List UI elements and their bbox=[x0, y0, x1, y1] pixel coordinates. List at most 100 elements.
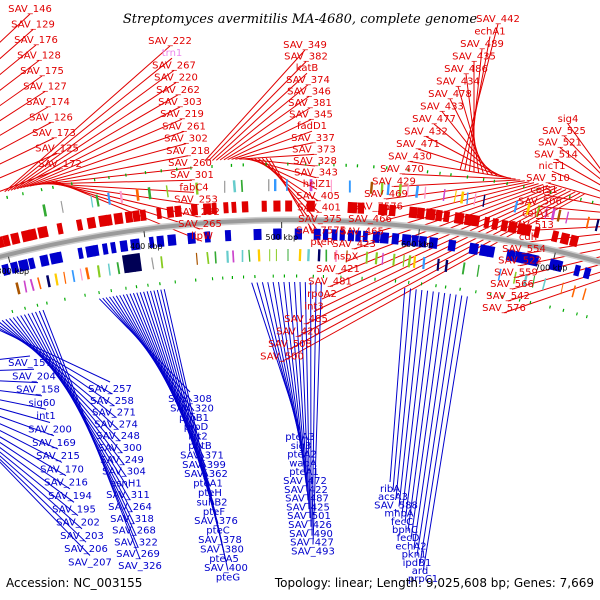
gene-label[interactable]: prpD bbox=[184, 422, 209, 433]
gene-label[interactable]: SAV_373 bbox=[292, 144, 336, 155]
gene-label[interactable]: sig60 bbox=[28, 398, 55, 409]
gene-label[interactable]: asnH1 bbox=[110, 478, 142, 489]
gene-label[interactable]: SAV_489 bbox=[460, 39, 504, 50]
gene-label[interactable]: SAV_433 bbox=[420, 102, 464, 113]
gene-label[interactable]: SAV_301 bbox=[170, 170, 214, 181]
gene-label[interactable]: SAV_172 bbox=[38, 159, 82, 170]
gene-label[interactable]: SAV_427 bbox=[290, 538, 334, 549]
gene-label[interactable]: SAV_500 bbox=[260, 352, 304, 363]
gene-label[interactable]: SAV_265 bbox=[178, 219, 222, 230]
gene-label[interactable]: ard bbox=[412, 566, 428, 577]
gene-label[interactable]: SAV_470 bbox=[380, 164, 424, 175]
gene-label[interactable]: SAV_157 bbox=[8, 358, 52, 369]
gene-label[interactable]: SAV_510 bbox=[526, 173, 570, 184]
gene-label[interactable]: SAV_435 bbox=[452, 52, 496, 63]
gene-label[interactable]: SAV_268 bbox=[112, 526, 156, 537]
gene-label[interactable]: SAV_322 bbox=[114, 537, 158, 548]
gene-label[interactable]: SAV_202 bbox=[56, 518, 100, 529]
gene-label[interactable]: SAV_376 bbox=[194, 516, 238, 527]
gene-label[interactable]: echA1 bbox=[474, 27, 505, 38]
gene-label[interactable]: SAV_345 bbox=[289, 110, 333, 121]
gene-label[interactable]: SAV_126 bbox=[29, 113, 73, 124]
gene-label[interactable]: rpoA2 bbox=[307, 289, 337, 300]
gene-label[interactable]: SAV_269 bbox=[116, 549, 160, 560]
gene-label[interactable]: nicT1 bbox=[538, 161, 565, 172]
gene-label[interactable]: fecD bbox=[397, 533, 420, 544]
gene-label[interactable]: SAV_493 bbox=[291, 546, 335, 557]
gene-label[interactable]: SAV_381 bbox=[288, 98, 332, 109]
gene-label[interactable]: echA2 bbox=[395, 541, 426, 552]
gene-label[interactable]: SAV_478 bbox=[428, 89, 472, 100]
gene-label[interactable]: SAV_521 bbox=[538, 138, 582, 149]
gene-label[interactable]: SAV_260 bbox=[168, 158, 212, 169]
gene-label[interactable]: SAV_486 bbox=[444, 64, 488, 75]
gene-label[interactable]: SAV_576 bbox=[482, 303, 526, 314]
gene-label[interactable]: SAV_262 bbox=[156, 85, 200, 96]
gene-label[interactable]: acsA3 bbox=[378, 492, 408, 503]
gene-label[interactable]: SAV_426 bbox=[288, 520, 332, 531]
gene-label[interactable]: SAV_513 bbox=[510, 220, 554, 231]
gene-label[interactable]: SAV_405 bbox=[296, 191, 340, 202]
gene-label[interactable]: int3 bbox=[304, 302, 323, 313]
gene-label[interactable]: int1 bbox=[36, 411, 55, 422]
gene-label[interactable]: SAV_346 bbox=[287, 86, 331, 97]
gene-label[interactable]: bphC bbox=[392, 525, 418, 536]
gene-label[interactable]: SAV_303 bbox=[158, 97, 202, 108]
gene-label[interactable]: SAV_174 bbox=[26, 97, 70, 108]
gene-label[interactable]: SAV_466 bbox=[348, 214, 392, 225]
gene-label[interactable]: SAV_248 bbox=[96, 431, 140, 442]
gene-label[interactable]: trn1 bbox=[162, 48, 183, 59]
gene-label[interactable]: SAV_375 bbox=[298, 214, 342, 225]
gene-label[interactable]: SAV_430 bbox=[388, 152, 432, 163]
gene-label[interactable]: SAV_7576 bbox=[353, 202, 403, 213]
gene-label[interactable]: ribA bbox=[380, 484, 400, 495]
gene-label[interactable]: SAV_320 bbox=[170, 403, 214, 414]
gene-label[interactable]: SAV_257 bbox=[88, 384, 132, 395]
gene-label[interactable]: SAV_421 bbox=[316, 264, 360, 275]
gene-label[interactable]: sig3 bbox=[291, 441, 312, 452]
gene-label[interactable]: SAV_318 bbox=[110, 514, 154, 525]
gene-label[interactable]: SAV_128 bbox=[17, 51, 61, 62]
gene-label[interactable]: prpB1 bbox=[179, 413, 209, 424]
gene-label[interactable]: SAV_219 bbox=[160, 109, 204, 120]
gene-label[interactable]: SAV_129 bbox=[11, 20, 55, 31]
gene-label[interactable]: SAV_371 bbox=[180, 450, 224, 461]
gene-label[interactable]: SAV_514 bbox=[534, 149, 578, 160]
gene-label[interactable]: SAV_380 bbox=[200, 544, 244, 555]
gene-label[interactable]: lipW bbox=[191, 231, 213, 242]
gene-label[interactable]: SAV_487 bbox=[285, 494, 329, 505]
gene-label[interactable]: SAV_328 bbox=[293, 156, 337, 167]
gene-label[interactable]: SAV_264 bbox=[108, 502, 152, 513]
gene-label[interactable]: SAV_127 bbox=[23, 82, 67, 93]
gene-label[interactable]: SAV_206 bbox=[64, 544, 108, 555]
gene-label[interactable]: SAV_465 bbox=[340, 227, 384, 238]
gene-label[interactable]: SAV_222 bbox=[148, 36, 192, 47]
gene-label[interactable]: SAV_170 bbox=[40, 464, 84, 475]
gene-label[interactable]: SAV_554 bbox=[502, 244, 546, 255]
gene-label[interactable]: SAV_267 bbox=[152, 60, 196, 71]
gene-label[interactable]: SAV_477 bbox=[412, 114, 456, 125]
gene-label[interactable]: pteA1 bbox=[193, 479, 223, 490]
gene-label[interactable]: SAV_399 bbox=[182, 460, 226, 471]
gene-label[interactable]: SAV_311 bbox=[106, 490, 150, 501]
gene-label[interactable]: SAV_522 bbox=[498, 256, 542, 267]
gene-label[interactable]: SAV_258 bbox=[90, 396, 134, 407]
gene-label[interactable]: fadD1 bbox=[297, 121, 327, 132]
gene-label[interactable]: sig4 bbox=[558, 114, 579, 125]
gene-label[interactable]: fecC bbox=[391, 517, 413, 528]
gene-label[interactable]: hspX bbox=[334, 252, 359, 263]
gene-label[interactable]: SAV_343 bbox=[294, 168, 338, 179]
gene-label[interactable]: SAV_326 bbox=[118, 561, 162, 572]
gene-label[interactable]: SAV_203 bbox=[60, 531, 104, 542]
gene-label[interactable]: prpC1 bbox=[408, 574, 438, 585]
gene-label[interactable]: SAV_216 bbox=[44, 478, 88, 489]
gene-label[interactable]: SAV_300 bbox=[98, 443, 142, 454]
gene-label[interactable]: SAV_423 bbox=[332, 239, 376, 250]
gene-label[interactable]: pteA3 bbox=[285, 432, 315, 443]
gene-label[interactable]: SAV_506 bbox=[518, 197, 562, 208]
gene-label[interactable]: wapA bbox=[289, 458, 317, 469]
gene-label[interactable]: int2 bbox=[188, 432, 207, 443]
gene-label[interactable]: SAV_146 bbox=[8, 4, 52, 15]
gene-label[interactable]: SAV_490 bbox=[289, 529, 333, 540]
gene-label[interactable]: SAV_200 bbox=[28, 425, 72, 436]
